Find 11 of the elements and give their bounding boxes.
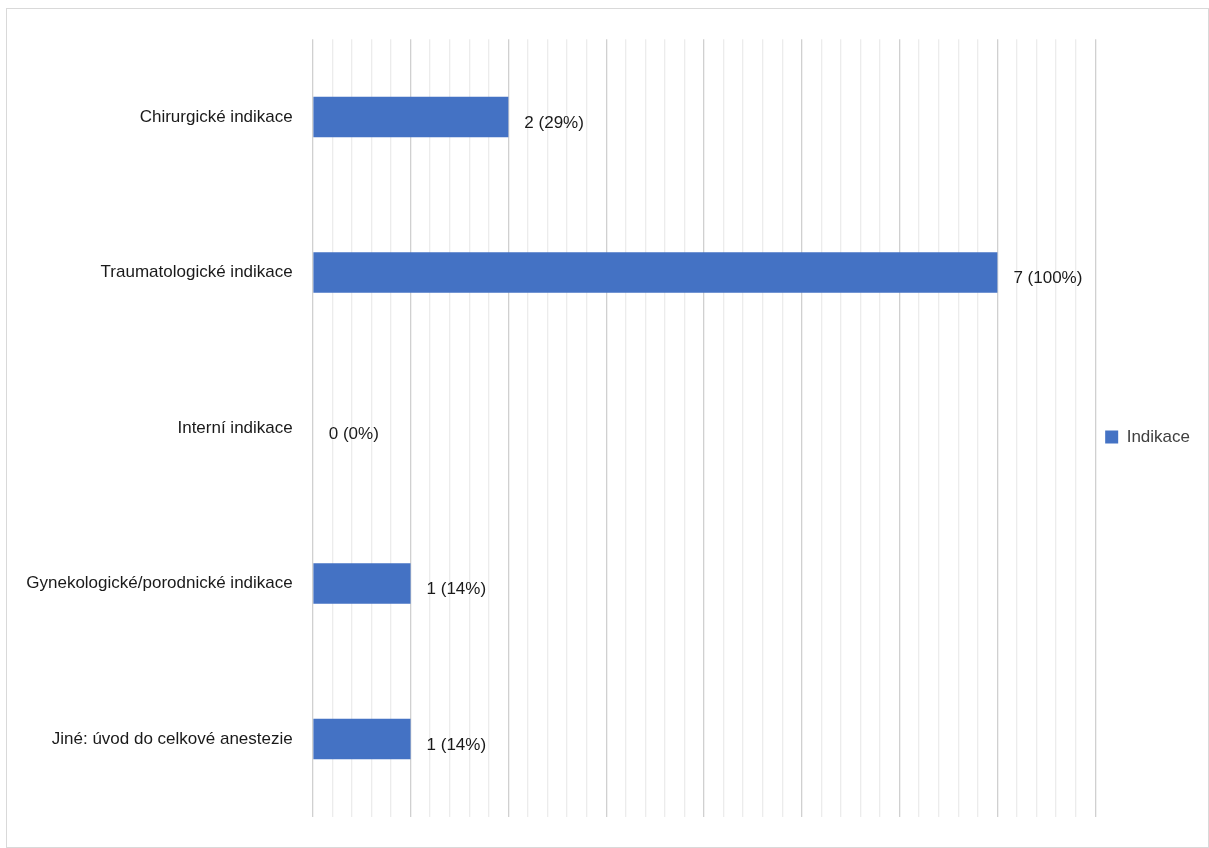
y-tick-label: Gynekologické/porodnické indikace: [26, 573, 293, 593]
y-tick-label: Chirurgické indikace: [139, 106, 293, 126]
data-label: 1 (14%): [426, 579, 487, 599]
data-label: 0 (0%): [328, 423, 379, 443]
y-tick-label: Jiné: úvod do celkové anestezie: [51, 728, 293, 748]
data-label: 1 (14%): [426, 734, 487, 754]
data-label: 7 (100%): [1013, 268, 1083, 288]
y-tick-label: Traumatologické indikace: [100, 262, 293, 282]
data-label: 2 (29%): [524, 112, 584, 132]
legend-label: Indikace: [1126, 426, 1191, 446]
y-tick-label: Interní indikace: [177, 417, 293, 437]
